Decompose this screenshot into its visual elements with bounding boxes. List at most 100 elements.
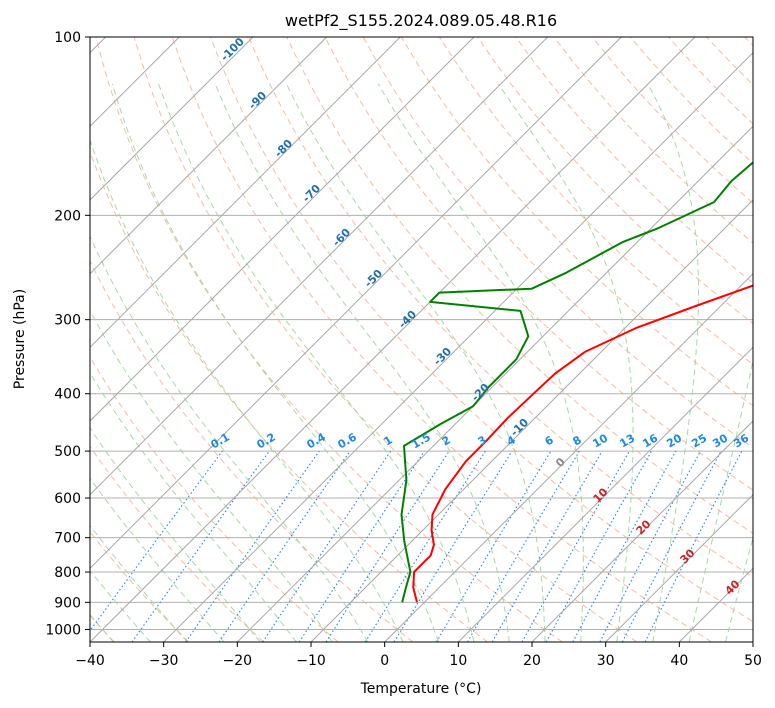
dry-adiabat-line [133,37,638,642]
dry-adiabat-line [286,37,753,534]
mixing-ratio-line [218,450,351,642]
grid-lines [90,37,753,630]
isotherm-line [90,37,254,201]
dry-adiabat-label: -100 [218,35,247,64]
mixing-ratio-line [644,450,743,642]
isotherm-line [457,346,753,642]
isotherm-line [531,420,753,642]
mixing-ratio-line [90,450,223,632]
mixing-ratio-label: 20 [664,431,684,450]
y-tick-label: 500 [54,444,81,460]
dry-adiabat-line [171,37,712,642]
moist-adiabat-line [497,83,634,642]
moist-adiabat-line [762,84,775,642]
isotherm-line [310,199,753,642]
mixing-ratio-line [364,450,486,642]
moist-adiabat-line [90,138,404,642]
mixing-ratio-line [298,450,425,642]
y-tick-label: 300 [54,313,81,329]
mixing-ratio-line [572,450,677,642]
dry-adiabat-label: -70 [300,182,323,205]
moist-adiabat-line [377,83,584,642]
moist-adiabat-line [90,477,225,642]
dry-adiabat-label: -80 [272,137,295,160]
moist-adiabat-line [158,83,475,642]
dry-adiabat-line [553,37,753,244]
moist-adiabat-line [90,309,333,642]
moist-adiabat-line [214,83,510,642]
mixing-ratio-label: 0.1 [209,430,232,451]
x-tick-label: 40 [670,653,688,669]
isotherm-line [605,493,753,642]
plot-frame [89,36,754,643]
x-tick-label: 50 [744,653,762,669]
dewpoint-line [400,161,753,603]
isotherm-line [90,37,475,422]
y-tick-label: 800 [54,565,81,581]
moist-adiabat-line [647,83,699,642]
moist-adiabat-label: 0 [553,455,568,470]
moist-adiabat-label: 20 [634,517,654,537]
mixing-ratio-label: 1.5 [410,430,433,451]
dry-adiabat-label: -20 [469,381,492,404]
dry-adiabat-label: -30 [431,345,454,368]
mixing-ratio-line [185,450,320,642]
dry-adiabat-label: -90 [246,89,269,112]
y-axis-ticks: 100 200 300 400 500 600 700 800 900 1000 [45,30,90,638]
dry-adiabat-line [95,37,563,642]
dry-adiabat-line [706,37,753,86]
mixing-ratio-label: 13 [617,432,637,451]
isotherm-line [163,51,753,642]
x-tick-label: −10 [296,653,326,669]
x-tick-label: 30 [597,653,615,669]
dry-adiabat-line [248,37,753,578]
x-tick-label: 0 [380,653,389,669]
mixing-ratio-line [599,450,701,642]
mixing-ratio-label: 0.6 [336,430,360,451]
moist-adiabat-line [111,83,439,642]
moist-adiabat-line [90,427,261,642]
isotherm-line [678,567,753,642]
x-tick-label: −20 [223,653,253,669]
dry-adiabat-line [210,37,753,623]
x-axis-ticks: −40 −30 −20 −10 0 10 20 30 40 50 [75,642,762,669]
mixing-ratio-label: 1 [382,433,395,448]
mixing-ratio-label: 16 [640,431,660,450]
y-tick-label: 700 [54,531,81,547]
moist-adiabat-line [725,536,753,642]
dry-adiabat-line [90,531,190,642]
mixing-ratio-line [131,450,270,642]
skewed-isotherms [90,37,753,642]
isotherm-line [90,37,328,275]
dry-adiabats [90,37,753,642]
x-tick-label: 20 [523,653,541,669]
dry-adiabat-label: -60 [330,226,353,249]
moist-adiabat-line [90,524,188,642]
mixing-ratio-line [545,450,653,642]
mixing-ratio-label: 30 [710,431,730,450]
x-tick-label: 10 [449,653,467,669]
moist-adiabat-label: 40 [723,577,743,597]
isotherm-line [236,125,753,642]
mixing-ratio-line [521,450,630,642]
isotherm-line [752,641,753,642]
isotherm-line [384,272,753,642]
mixing-ratio-label: 36 [731,431,751,450]
isotherm-line [90,37,401,349]
mixing-ratio-label: 2 [440,433,453,448]
temperature-line [412,284,753,603]
x-axis-label: Temperature (°C) [360,681,482,697]
x-tick-label: −30 [149,653,179,669]
mixing-ratio-label: 10 [590,431,610,450]
moist-adiabat-line [90,371,297,642]
dry-adiabat-line [515,37,753,284]
y-tick-label: 1000 [45,622,81,638]
mixing-ratio-line [393,450,513,642]
dry-adiabat-line [90,356,339,642]
moist-adiabat-line [285,83,546,642]
moist-adiabat-label: 30 [678,546,698,566]
y-tick-label: 600 [54,491,81,507]
y-tick-label: 100 [54,30,81,46]
dry-adiabat-line [90,150,488,642]
